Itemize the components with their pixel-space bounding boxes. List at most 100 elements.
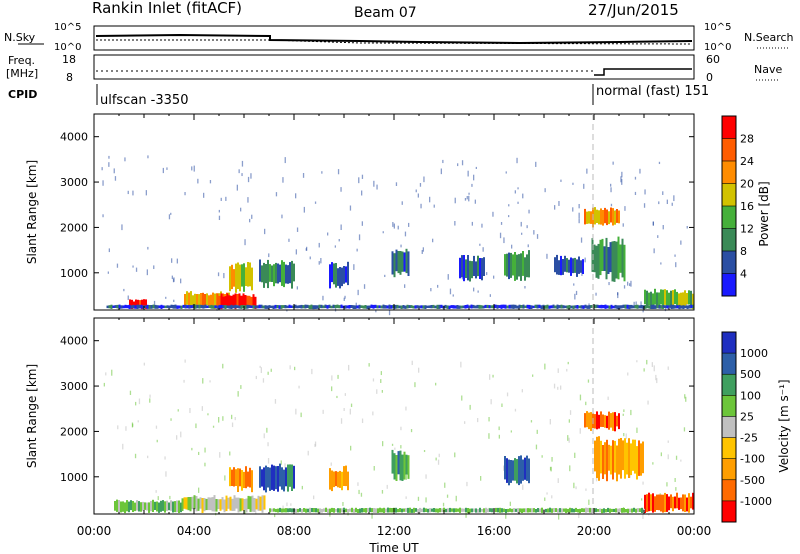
echo-column (154, 304, 157, 309)
echo-column (549, 507, 551, 513)
echo-column (519, 508, 521, 513)
scatter-speck (524, 286, 526, 289)
echo-column (397, 508, 399, 513)
scatter-speck (535, 161, 537, 167)
scatter-speck (358, 489, 360, 495)
echo-column (140, 304, 143, 309)
echo-column (602, 305, 605, 309)
scatter-speck (334, 306, 337, 312)
cpid-ulfscan: ulfscan -3350 (100, 93, 188, 108)
scatter-speck (671, 202, 673, 206)
echo-column (558, 260, 560, 275)
scatter-speck (103, 382, 105, 387)
echo-column (126, 305, 129, 309)
echo-column (616, 415, 618, 427)
echo-column (283, 261, 285, 288)
echo-column (609, 242, 612, 273)
echo-column (236, 294, 239, 306)
echo-column (134, 305, 137, 309)
echo-column (245, 267, 247, 286)
echo-column (391, 449, 394, 474)
echo-column (417, 508, 419, 513)
scatter-speck (680, 459, 682, 462)
echo-column (484, 304, 487, 309)
echo-column (364, 305, 367, 309)
scatter-speck (225, 196, 227, 201)
echo-column (611, 241, 614, 282)
echo-column (202, 292, 204, 309)
echo-column (586, 211, 588, 224)
scatter-speck (585, 488, 587, 491)
scatter-speck (267, 371, 269, 375)
scatter-speck (658, 161, 661, 165)
scatter-speck (417, 193, 419, 198)
echo-column (391, 508, 393, 513)
echo-column (595, 508, 597, 513)
scatter-speck (527, 244, 529, 248)
scatter-speck (266, 427, 268, 433)
echo-column (230, 304, 233, 309)
scatter-speck (425, 474, 427, 479)
echo-column (630, 443, 632, 476)
scatter-speck (667, 366, 669, 370)
echo-column (130, 500, 132, 511)
scatter-speck (146, 269, 148, 276)
echo-column (495, 507, 497, 513)
scatter-speck (673, 195, 675, 202)
echo-column (516, 305, 519, 309)
scatter-speck (401, 201, 403, 205)
echo-column (237, 262, 239, 289)
scatter-speck (240, 207, 242, 212)
echo-column (570, 257, 572, 276)
scatter-speck (157, 496, 159, 501)
echo-column (219, 499, 222, 511)
scatter-speck (580, 237, 583, 243)
scatter-speck (244, 509, 246, 514)
echo-column (460, 305, 463, 309)
echo-column (382, 304, 385, 309)
echo-column (266, 305, 269, 309)
scatter-speck (442, 502, 445, 507)
echo-column (375, 508, 377, 513)
echo-column (567, 508, 569, 513)
scatter-speck (544, 188, 546, 193)
echo-column (122, 501, 124, 512)
echo-column (162, 500, 164, 511)
echo-column (618, 210, 620, 224)
echo-column (611, 508, 613, 512)
echo-column (556, 304, 559, 309)
scatter-speck (218, 215, 221, 221)
scatter-speck (686, 304, 688, 307)
echo-column (596, 304, 599, 308)
echo-column (395, 249, 398, 272)
echo-column (440, 304, 443, 309)
scatter-speck (183, 379, 185, 383)
echo-column (540, 305, 543, 309)
echo-column (252, 294, 255, 306)
echo-column (398, 305, 401, 309)
scatter-speck (169, 495, 171, 500)
echo-column (617, 236, 620, 280)
echo-column (263, 262, 265, 288)
echo-column (271, 508, 273, 512)
echo-column (443, 507, 445, 512)
echo-column (511, 508, 513, 513)
echo-column (254, 305, 257, 309)
echo-column (610, 445, 612, 475)
echo-column (160, 500, 162, 512)
xtick-label: 00:00 (77, 524, 112, 538)
echo-column (670, 494, 672, 509)
echo-column (217, 499, 220, 509)
scatter-speck (503, 237, 505, 244)
echo-column (279, 264, 281, 283)
echo-column (223, 499, 226, 513)
echo-column (118, 304, 121, 309)
scatter-speck (498, 434, 500, 439)
scatter-speck (652, 462, 654, 465)
echo-column (612, 305, 615, 309)
echo-column (224, 305, 227, 309)
echo-column (476, 304, 479, 309)
echo-column (283, 508, 285, 513)
echo-column (293, 263, 295, 282)
scatter-speck (361, 418, 364, 424)
